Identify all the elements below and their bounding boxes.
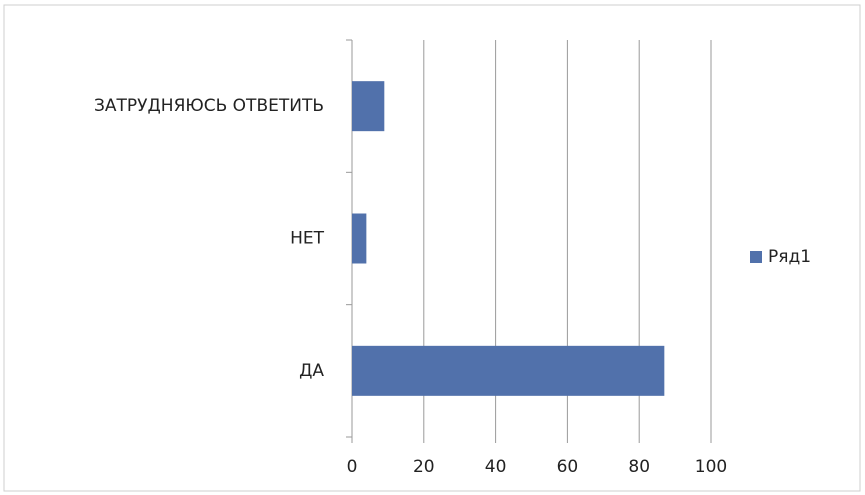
- y-tick-label: ЗАТРУДНЯЮСЬ ОТВЕТИТЬ: [94, 96, 324, 116]
- legend-swatch: [750, 251, 762, 263]
- bar: [352, 81, 385, 132]
- y-tick-label: НЕТ: [290, 229, 325, 249]
- legend-label: Ряд1: [768, 247, 811, 267]
- x-tick-label: 60: [557, 457, 579, 477]
- bar: [352, 345, 665, 396]
- x-tick-label: 40: [485, 457, 507, 477]
- x-tick-label: 20: [413, 457, 435, 477]
- bar: [352, 213, 367, 264]
- x-tick-label: 0: [347, 457, 358, 477]
- chart-border: [3, 4, 861, 492]
- y-tick-label: ДА: [299, 361, 324, 381]
- x-tick-label: 100: [695, 457, 727, 477]
- x-tick-label: 80: [628, 457, 650, 477]
